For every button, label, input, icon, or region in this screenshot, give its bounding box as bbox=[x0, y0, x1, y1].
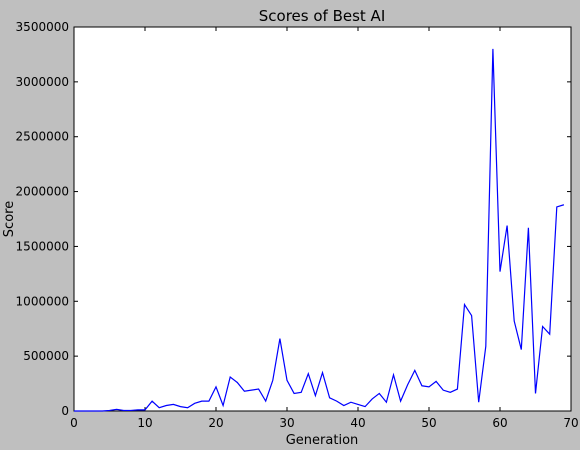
y-tick-label: 1000000 bbox=[16, 294, 69, 308]
x-tick-label: 50 bbox=[421, 416, 436, 430]
x-tick-label: 0 bbox=[70, 416, 78, 430]
x-tick-label: 40 bbox=[350, 416, 365, 430]
x-tick-label: 10 bbox=[137, 416, 152, 430]
x-tick-label: 30 bbox=[279, 416, 294, 430]
x-axis-label: Generation bbox=[286, 433, 359, 448]
y-tick-label: 0 bbox=[61, 404, 69, 418]
y-tick-label: 1500000 bbox=[16, 239, 69, 253]
y-axis-label: Score bbox=[2, 201, 17, 237]
x-tick-label: 60 bbox=[492, 416, 507, 430]
y-tick-label: 2000000 bbox=[16, 185, 69, 199]
y-tick-label: 2500000 bbox=[16, 130, 69, 144]
score-series-line bbox=[74, 48, 565, 412]
x-tick-label: 70 bbox=[563, 416, 578, 430]
chart-title: Scores of Best AI bbox=[259, 7, 386, 25]
y-tick-label: 3500000 bbox=[16, 20, 69, 34]
plot-area bbox=[73, 26, 572, 412]
y-axis-ticks: 0 500000 1000000 1500000 2000000 2500000 30000… bbox=[16, 20, 571, 418]
y-tick-label: 3000000 bbox=[16, 75, 69, 89]
x-axis-ticks: 0 10 20 30 40 50 60 70 bbox=[70, 27, 579, 430]
x-tick-label: 20 bbox=[208, 416, 223, 430]
y-tick-label: 500000 bbox=[23, 349, 69, 363]
